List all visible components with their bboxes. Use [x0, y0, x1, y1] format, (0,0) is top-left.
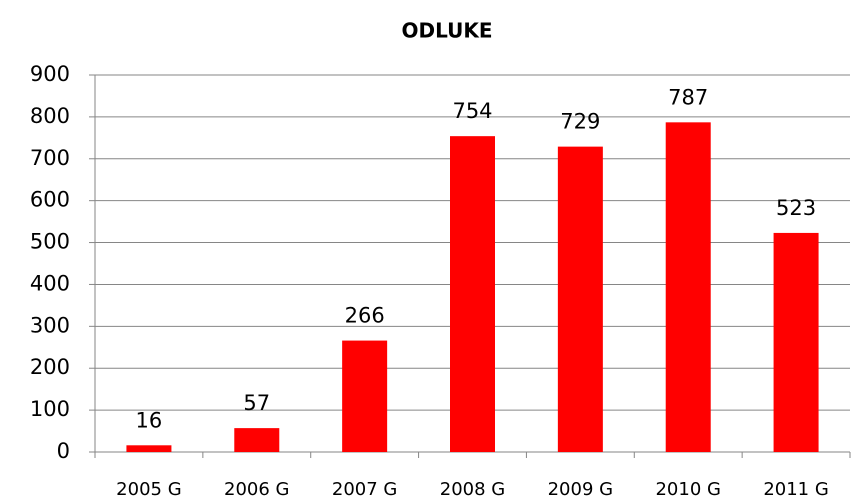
bar [450, 136, 495, 452]
x-tick-label: 2010 G [655, 479, 720, 500]
x-tick-label: 2006 G [224, 479, 289, 500]
y-tick-label: 600 [30, 188, 70, 212]
y-tick-label: 400 [30, 271, 70, 295]
y-tick-label: 500 [30, 230, 70, 254]
y-tick-label: 800 [30, 104, 70, 128]
bar [234, 428, 280, 452]
y-tick-label: 200 [30, 355, 70, 379]
data-label: 57 [243, 391, 270, 415]
data-label: 787 [668, 85, 708, 109]
y-tick-label: 0 [57, 439, 70, 463]
y-tick-label: 300 [30, 313, 70, 337]
x-tick-label: 2005 G [116, 479, 181, 500]
x-tick-label: 2009 G [548, 479, 613, 500]
chart-title: ODLUKE [401, 19, 492, 43]
data-label: 266 [345, 304, 385, 328]
x-tick-label: 2011 G [763, 479, 828, 500]
y-tick-label: 100 [30, 397, 70, 421]
x-tick-label: 2008 G [440, 479, 505, 500]
bar [665, 122, 711, 452]
bar [557, 146, 603, 452]
y-tick-label: 700 [30, 146, 70, 170]
bar [773, 232, 819, 452]
data-label: 523 [776, 196, 816, 220]
y-tick-label: 900 [30, 62, 70, 86]
bar [342, 340, 388, 452]
data-label: 754 [452, 99, 492, 123]
bar [126, 445, 172, 452]
data-label: 16 [136, 408, 163, 432]
x-tick-label: 2007 G [332, 479, 397, 500]
data-label: 729 [560, 110, 600, 134]
